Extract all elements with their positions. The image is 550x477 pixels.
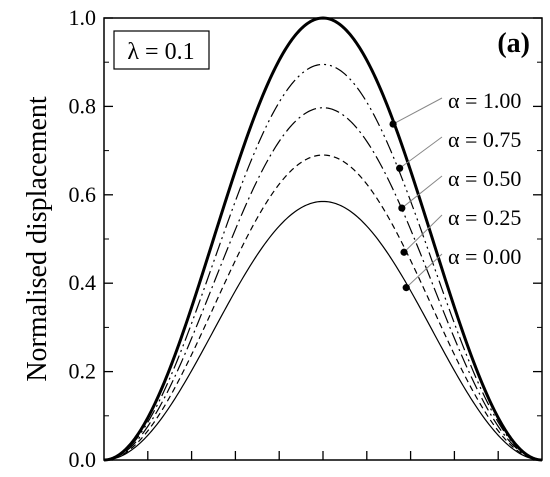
y-tick-label: 1.0 <box>69 5 97 30</box>
series-line <box>103 200 543 461</box>
parameter-box-frame <box>113 30 210 70</box>
legend-marker <box>396 164 404 172</box>
y-tick-label: 0.8 <box>69 93 97 118</box>
axis-ticks <box>104 17 542 461</box>
plot-frame <box>103 17 543 461</box>
panel-label: (a) <box>497 28 530 59</box>
legend-marker <box>389 120 397 128</box>
legend-entry: α = 0.75 <box>448 127 521 152</box>
legend-leader-line <box>399 136 443 169</box>
y-axis-label: Normalised displacement <box>22 96 53 382</box>
legend-entry: α = 1.00 <box>448 88 521 113</box>
legend-marker <box>400 248 408 256</box>
series-curves <box>103 16 543 462</box>
legend-leader-line <box>405 253 443 288</box>
legend-entry: α = 0.00 <box>448 244 521 269</box>
y-tick-label: 0.4 <box>69 270 97 295</box>
legend-leader-line <box>392 97 443 125</box>
series-line <box>103 63 543 461</box>
y-tick-label: 0.6 <box>69 182 97 207</box>
legend: α = 1.00 α = 0.75 α = 0.50 α = 0.25 α = 0.00 <box>389 88 521 292</box>
y-tick-labels: 0.0 0.2 0.4 0.6 0.8 1.0 <box>69 5 97 472</box>
y-tick-label: 0.2 <box>69 359 97 384</box>
y-tick-label: 0.0 <box>69 447 97 472</box>
series-line <box>103 107 543 461</box>
series-line <box>103 154 543 461</box>
legend-marker <box>398 204 406 212</box>
legend-marker <box>402 284 410 292</box>
parameter-label: λ = 0.1 <box>127 39 194 65</box>
legend-entry: α = 0.50 <box>448 166 521 191</box>
legend-leader-line <box>403 214 443 253</box>
parameter-box: λ = 0.1 <box>113 30 210 70</box>
legend-entry: α = 0.25 <box>448 205 521 230</box>
legend-leader-line <box>401 175 443 209</box>
series-line <box>103 16 543 462</box>
